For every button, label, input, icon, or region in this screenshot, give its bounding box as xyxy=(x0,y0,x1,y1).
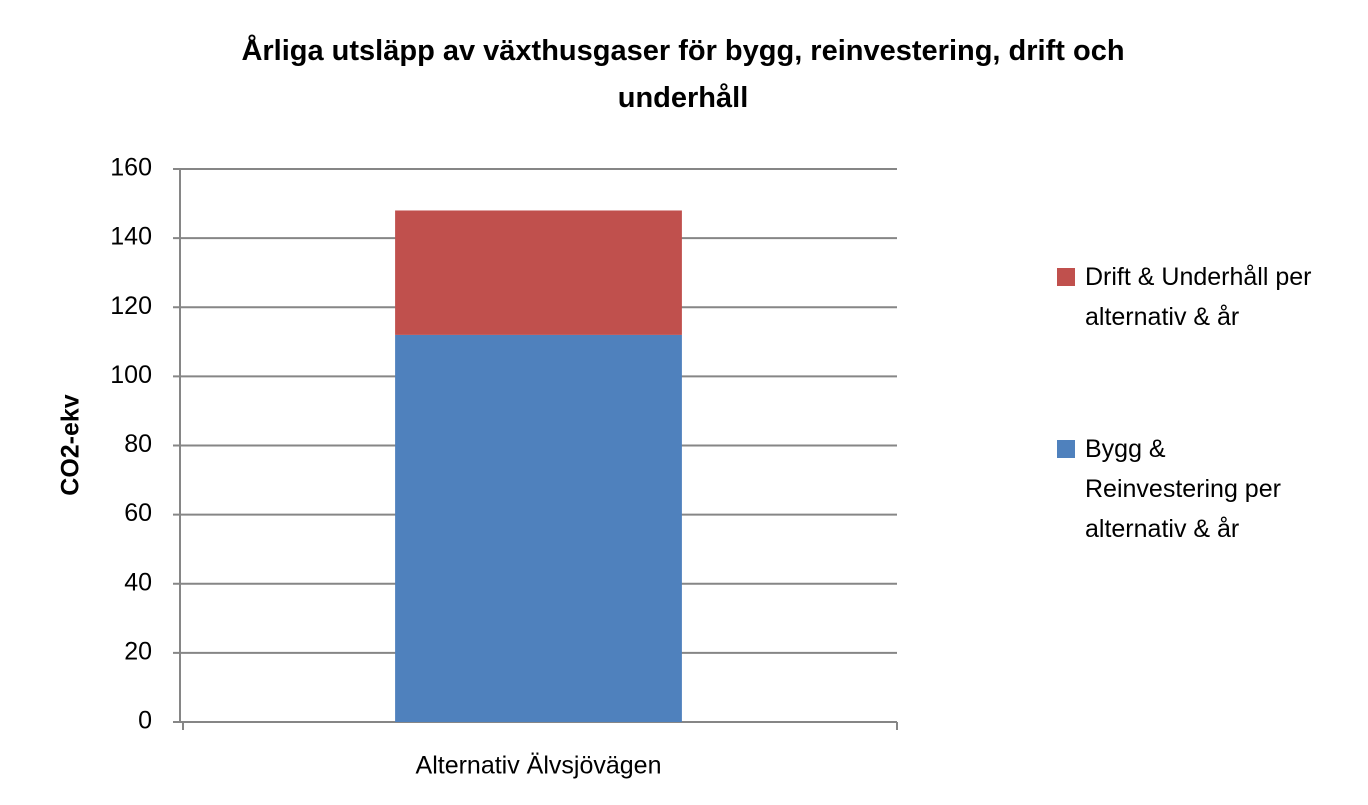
y-tick-label: 40 xyxy=(124,568,152,596)
legend-label: Drift & Underhåll per alternativ & år xyxy=(1085,263,1312,331)
y-tick-label: 160 xyxy=(110,154,152,182)
legend-swatch xyxy=(1057,268,1075,286)
chart-title: Årliga utsläpp av växthusgaser för bygg,… xyxy=(241,35,1125,114)
legend-swatch xyxy=(1057,440,1075,458)
y-tick-label: 100 xyxy=(110,361,152,389)
x-tick-label: Alternativ Älvsjövägen xyxy=(416,752,662,780)
y-tick-label: 140 xyxy=(110,223,152,251)
legend-item: Drift & Underhåll per alternativ & år xyxy=(1057,257,1325,337)
bar-segment xyxy=(395,334,682,722)
y-axis-label: CO2-ekv xyxy=(57,394,85,496)
legend-item: Bygg & Reinvestering per alternativ & år xyxy=(1057,429,1325,549)
y-tick-label: 60 xyxy=(124,499,152,527)
bar-segment xyxy=(395,210,682,335)
y-tick-label: 20 xyxy=(124,637,152,665)
y-tick-label: 120 xyxy=(110,292,152,320)
y-tick-label: 80 xyxy=(124,430,152,458)
y-tick-label: 0 xyxy=(138,707,152,735)
legend-label: Bygg & Reinvestering per alternativ & år xyxy=(1085,435,1281,543)
